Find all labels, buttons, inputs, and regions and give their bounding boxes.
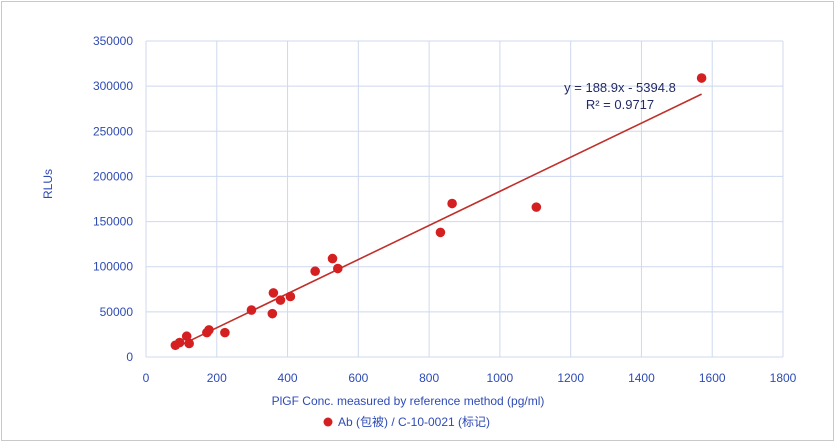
data-point xyxy=(531,202,542,212)
trendline-line xyxy=(175,93,702,349)
y-tick-label: 250000 xyxy=(93,124,133,138)
data-point xyxy=(285,291,296,302)
y-axis-title: RLUs xyxy=(41,169,55,199)
x-tick-label: 1400 xyxy=(628,371,655,385)
y-tick-label: 350000 xyxy=(93,34,133,48)
data-point xyxy=(275,295,286,305)
x-tick-label: 1800 xyxy=(770,371,797,385)
x-axis-title: PlGF Conc. measured by reference method … xyxy=(272,394,545,408)
trendline-equation: y = 188.9x - 5394.8 xyxy=(564,80,676,95)
data-point xyxy=(220,327,230,338)
x-tick-label: 600 xyxy=(348,371,368,385)
x-tick-label: 0 xyxy=(143,371,150,385)
y-tick-label: 0 xyxy=(126,350,133,364)
legend-label: Ab (包被) / C-10-0021 (标记) xyxy=(338,415,490,429)
x-tick-label: 1200 xyxy=(557,371,584,385)
legend-marker xyxy=(323,417,333,427)
y-tick-label: 200000 xyxy=(93,169,133,183)
trendline-r-squared: R² = 0.9717 xyxy=(586,97,654,112)
data-point xyxy=(333,263,343,274)
data-point xyxy=(204,325,214,335)
x-tick-label: 800 xyxy=(419,371,439,385)
x-axis-tick-labels: 0 200 400 600 800 1000 1200 1400 1600 1800 xyxy=(143,371,797,385)
trendline xyxy=(175,93,702,349)
data-point xyxy=(696,73,707,83)
y-tick-label: 100000 xyxy=(93,260,133,274)
data-points xyxy=(170,73,707,351)
y-tick-label: 50000 xyxy=(100,305,134,319)
data-point xyxy=(447,198,457,209)
y-axis-tick-labels: 0 50000 100000 150000 200000 250000 300000 3500… xyxy=(93,34,133,364)
data-point xyxy=(181,331,192,342)
data-point xyxy=(268,288,279,298)
data-point xyxy=(267,308,278,319)
y-tick-label: 150000 xyxy=(93,215,133,229)
legend: Ab (包被) / C-10-0021 (标记) xyxy=(323,415,490,429)
grid-lines xyxy=(145,40,784,358)
data-point xyxy=(184,338,194,349)
data-point xyxy=(310,266,320,277)
x-tick-label: 400 xyxy=(278,371,298,385)
x-tick-label: 1600 xyxy=(699,371,726,385)
data-point xyxy=(327,253,338,264)
data-point xyxy=(246,305,257,315)
data-point xyxy=(174,337,185,348)
y-tick-label: 300000 xyxy=(93,79,133,93)
data-point xyxy=(435,227,446,238)
x-tick-label: 1000 xyxy=(487,371,514,385)
x-tick-label: 200 xyxy=(207,371,227,385)
